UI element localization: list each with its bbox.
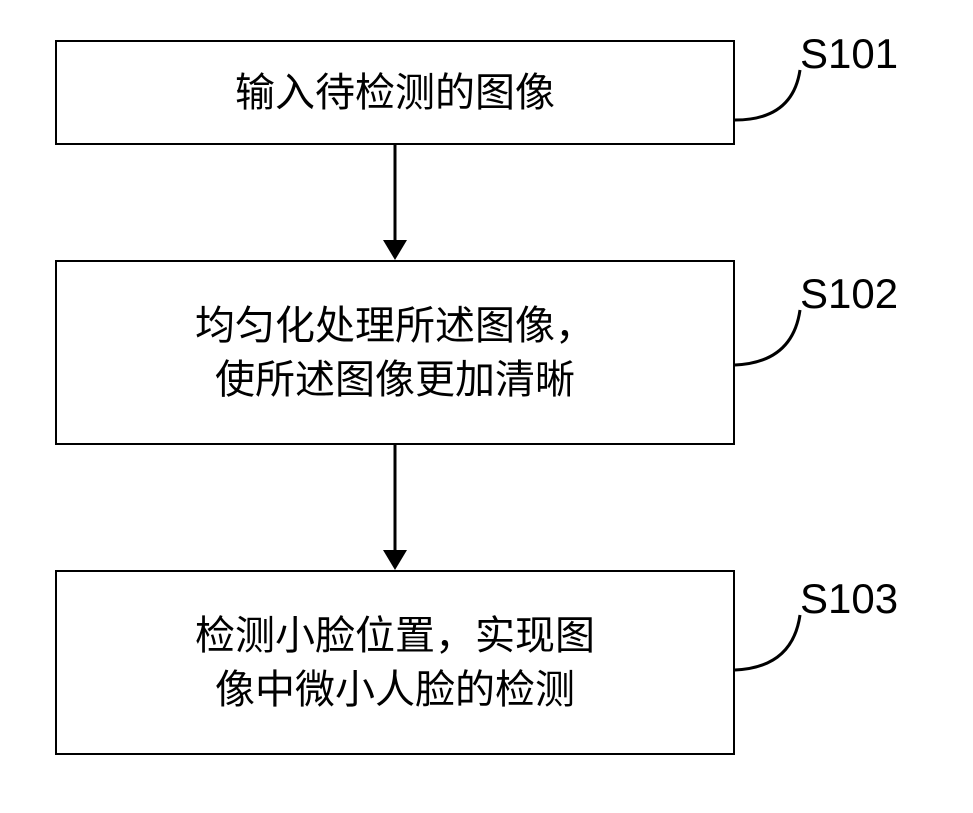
arrow-0 <box>371 145 419 260</box>
flowchart-canvas: 输入待检测的图像 S101 均匀化处理所述图像，使所述图像更加清晰 S102 检测小脸位… <box>0 0 973 813</box>
node-text: 使所述图像更加清晰 <box>215 353 575 407</box>
node-text: 输入待检测的图像 <box>235 66 555 120</box>
step-label-s103: S103 <box>800 575 898 623</box>
node-text: 像中微小人脸的检测 <box>215 663 575 717</box>
flow-node-n2: 均匀化处理所述图像，使所述图像更加清晰 <box>55 260 735 445</box>
flow-node-n3: 检测小脸位置，实现图像中微小人脸的检测 <box>55 570 735 755</box>
step-label-s102: S102 <box>800 270 898 318</box>
node-text: 检测小脸位置，实现图 <box>195 609 595 663</box>
node-text: 均匀化处理所述图像， <box>195 299 595 353</box>
step-label-s101: S101 <box>800 30 898 78</box>
arrow-1 <box>371 445 419 570</box>
flow-node-n1: 输入待检测的图像 <box>55 40 735 145</box>
